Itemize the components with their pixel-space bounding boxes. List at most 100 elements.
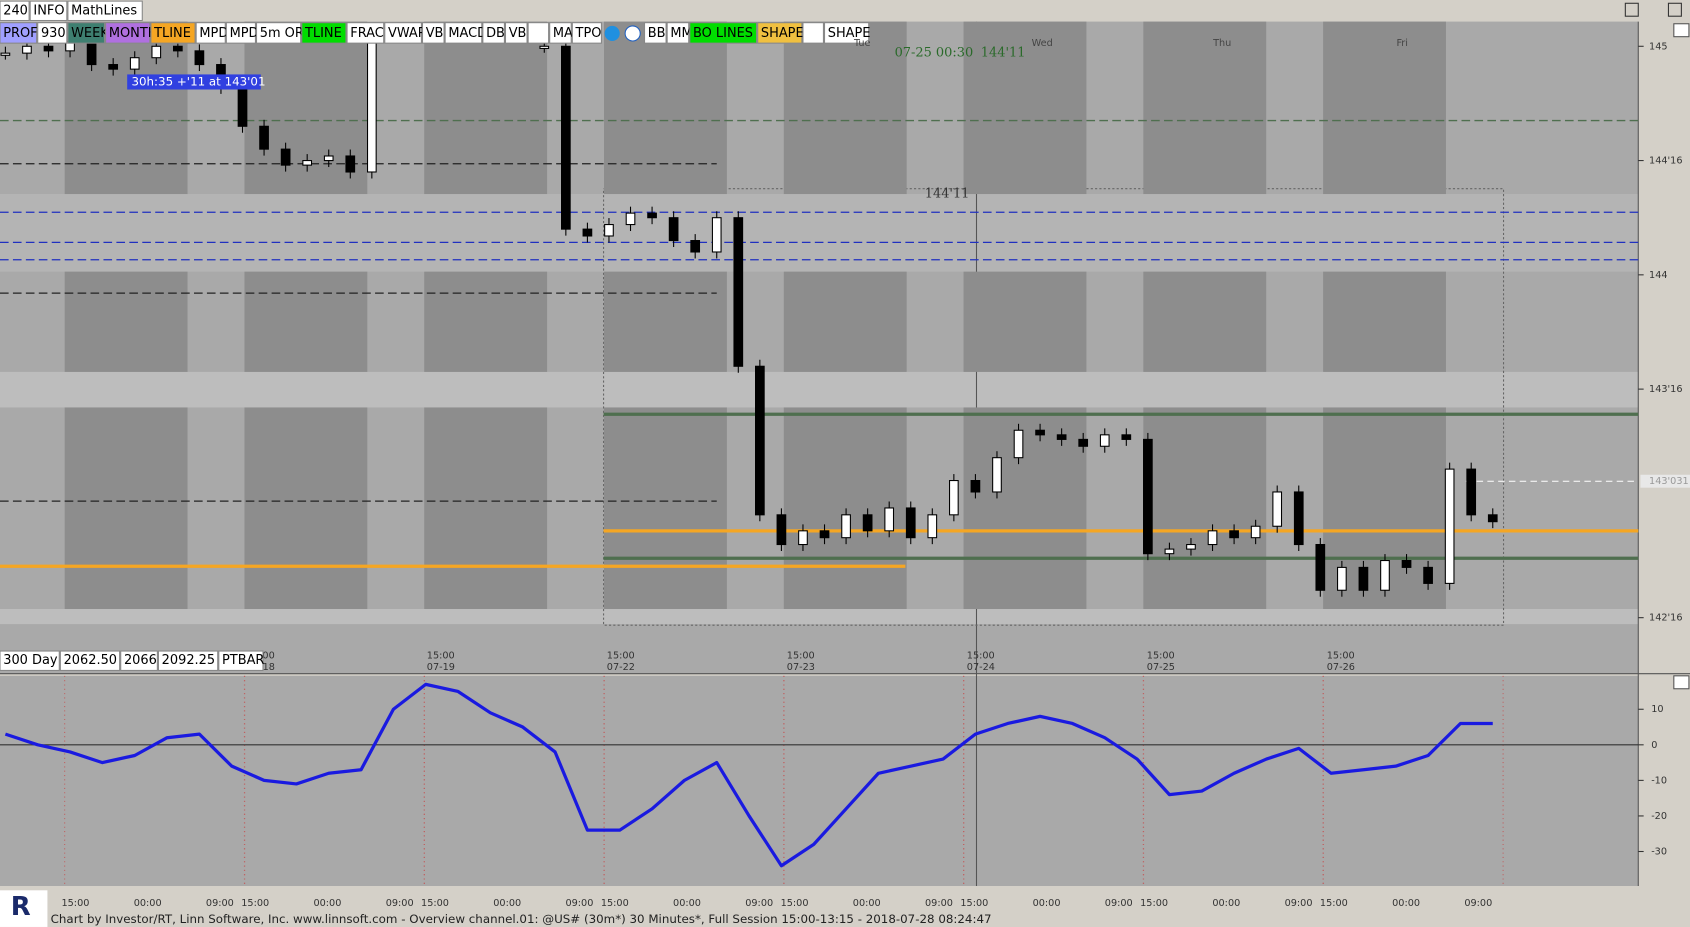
toolbar-button[interactable] bbox=[0, 22, 38, 44]
toolbar-label: FRAC bbox=[350, 26, 384, 41]
toolbar-label: PROF bbox=[3, 26, 37, 41]
candle bbox=[1207, 530, 1218, 546]
candle bbox=[776, 514, 787, 546]
candle bbox=[690, 240, 701, 253]
session-block bbox=[1323, 21, 1446, 195]
time-label: 00:00 bbox=[1392, 898, 1420, 909]
toolbar-button[interactable] bbox=[67, 0, 143, 22]
toolbar-button[interactable] bbox=[225, 22, 256, 44]
candle bbox=[323, 155, 334, 162]
session-block bbox=[424, 21, 548, 195]
close-button[interactable] bbox=[1667, 2, 1682, 17]
toolbar-button[interactable] bbox=[757, 22, 803, 44]
toolbar-button[interactable] bbox=[504, 22, 528, 44]
session-block bbox=[64, 21, 188, 195]
toolbar-button[interactable] bbox=[421, 22, 445, 44]
value-band bbox=[0, 194, 1639, 272]
candle bbox=[172, 45, 183, 52]
price-tick-label: 144'16 bbox=[1649, 156, 1682, 167]
candle bbox=[0, 52, 11, 56]
current-price-label: 143'031 bbox=[1649, 476, 1689, 487]
candle bbox=[302, 160, 313, 166]
footer: Chart by Investor/RT, Linn Software, Inc… bbox=[51, 912, 992, 926]
candle bbox=[280, 148, 291, 166]
day-label: Fri bbox=[1396, 38, 1408, 49]
pencil-button[interactable] bbox=[802, 22, 824, 44]
toolbar-label: BO LINES bbox=[693, 26, 753, 41]
toolbar-button[interactable] bbox=[689, 22, 758, 44]
toolbar-button[interactable] bbox=[255, 22, 302, 44]
toolbar-button[interactable] bbox=[29, 0, 68, 22]
toolbar-label: MA bbox=[553, 26, 573, 41]
time-label: 00:00 bbox=[493, 898, 521, 909]
toolbar-button[interactable] bbox=[346, 22, 385, 44]
osc-tick-label: 10 bbox=[1651, 704, 1663, 715]
toolbar-button[interactable] bbox=[0, 0, 30, 22]
toolbar-button[interactable] bbox=[666, 22, 690, 44]
day-label: Thu bbox=[1212, 38, 1231, 49]
toolbar-button[interactable] bbox=[195, 22, 226, 44]
toolbar-label: MPD bbox=[199, 26, 228, 41]
session-time: 15:00 bbox=[967, 650, 995, 661]
candle bbox=[22, 45, 32, 54]
pencil-button[interactable] bbox=[527, 22, 550, 44]
day-label: Wed bbox=[1032, 38, 1053, 49]
candle bbox=[1121, 434, 1132, 440]
toolbar-button[interactable] bbox=[482, 22, 505, 44]
session-block bbox=[963, 407, 1087, 610]
icon-button[interactable] bbox=[624, 25, 641, 42]
pane-button[interactable] bbox=[1673, 23, 1690, 38]
toolbar-button[interactable] bbox=[384, 22, 422, 44]
toolbar-label: TPO bbox=[575, 26, 602, 41]
icon-button[interactable] bbox=[604, 25, 620, 41]
candle bbox=[884, 507, 895, 532]
price-tick-label: 142'16 bbox=[1649, 613, 1682, 624]
session-date: 07-26 bbox=[1327, 662, 1355, 673]
session-date: 07-19 bbox=[427, 662, 455, 673]
toolbar-label: WEEK bbox=[71, 26, 109, 41]
toolbar-label: MM bbox=[670, 26, 692, 41]
session-block bbox=[1143, 407, 1267, 610]
restore-button[interactable] bbox=[1624, 2, 1639, 17]
toolbar-button[interactable] bbox=[643, 22, 667, 44]
toolbar-button[interactable] bbox=[105, 22, 151, 44]
candle bbox=[755, 365, 765, 516]
candle bbox=[625, 212, 636, 226]
toolbar-button[interactable] bbox=[549, 22, 572, 44]
candle bbox=[819, 530, 830, 539]
session-time: 15:00 bbox=[1147, 650, 1175, 661]
toolbar-button[interactable] bbox=[823, 22, 870, 44]
time-label: 09:00 bbox=[745, 898, 773, 909]
toolbar-label: INFO bbox=[33, 3, 64, 18]
time-label: 15:00 bbox=[1320, 898, 1348, 909]
toolbar-label: TLINE bbox=[304, 26, 342, 41]
stat-label: 2092.25 bbox=[162, 653, 215, 668]
session-block bbox=[1323, 271, 1446, 372]
candle bbox=[1013, 429, 1024, 459]
time-label: 15:00 bbox=[61, 898, 89, 909]
toolbar-button[interactable] bbox=[150, 22, 196, 44]
stat-box bbox=[0, 650, 60, 671]
candle bbox=[970, 480, 981, 493]
candle bbox=[1358, 566, 1369, 591]
session-block bbox=[1143, 21, 1267, 195]
toolbar-button[interactable] bbox=[37, 22, 68, 44]
candle bbox=[1078, 438, 1089, 447]
toolbar-button[interactable] bbox=[571, 22, 602, 44]
price-tick-label: 144 bbox=[1649, 270, 1668, 281]
time-label: 15:00 bbox=[421, 898, 449, 909]
toolbar-button[interactable] bbox=[444, 22, 483, 44]
session-block bbox=[604, 271, 727, 372]
session-date: 07-25 bbox=[1147, 662, 1175, 673]
toolbar-button[interactable] bbox=[301, 22, 347, 44]
toolbar-label: 930 bbox=[41, 26, 66, 41]
candle bbox=[194, 50, 205, 66]
stat-label: 300 Day bbox=[3, 653, 58, 668]
cursor-price: 144'11 bbox=[981, 45, 1026, 60]
session-block bbox=[424, 407, 548, 610]
toolbar-button[interactable] bbox=[67, 22, 106, 44]
pane-button[interactable] bbox=[1673, 675, 1690, 690]
time-label: 09:00 bbox=[206, 898, 234, 909]
